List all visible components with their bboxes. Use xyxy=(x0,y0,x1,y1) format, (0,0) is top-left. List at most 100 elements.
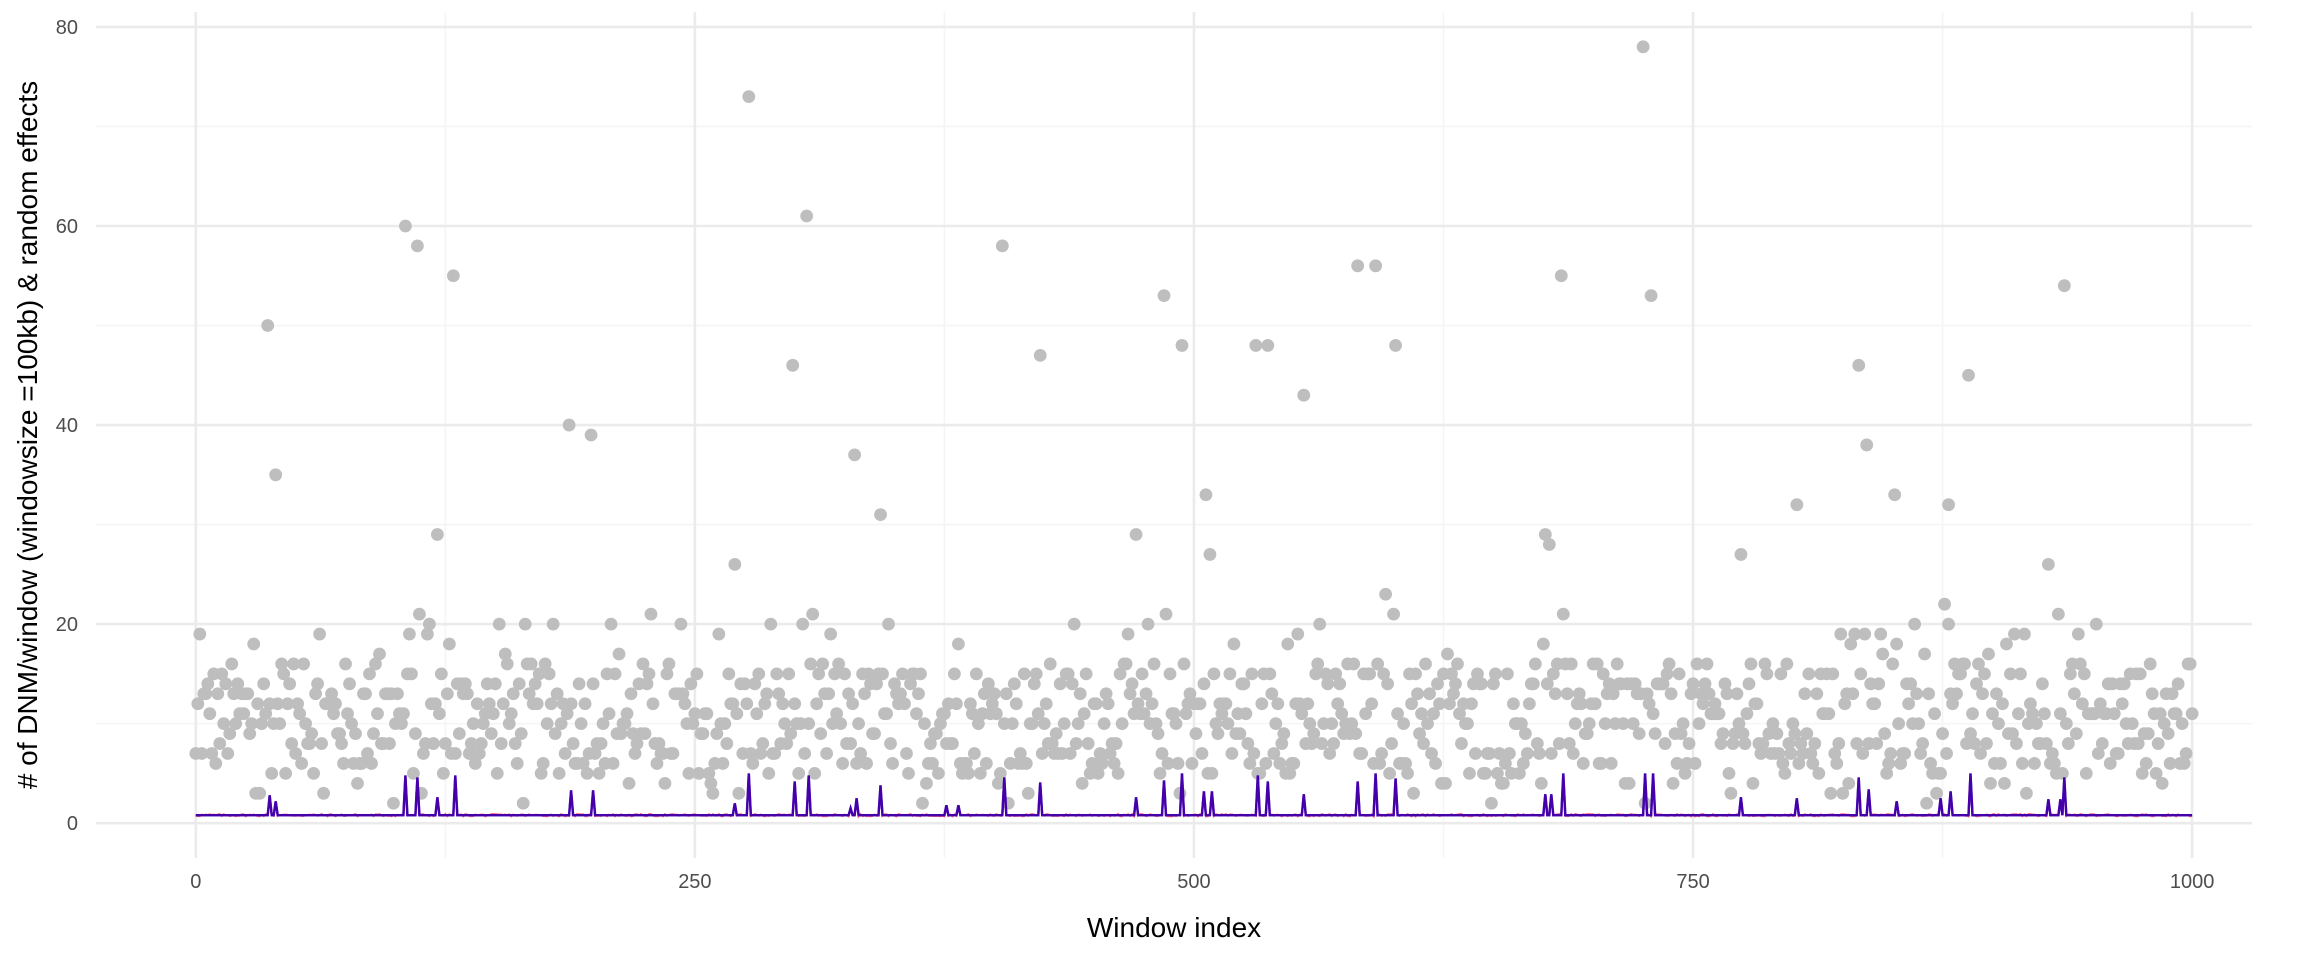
data-point xyxy=(1786,717,1800,731)
data-point xyxy=(1556,607,1570,621)
data-point xyxy=(796,617,810,631)
data-point xyxy=(367,727,380,740)
data-point xyxy=(2107,707,2121,721)
data-point xyxy=(1750,697,1764,711)
data-point xyxy=(1305,737,1319,750)
data-point xyxy=(788,697,802,711)
data-point xyxy=(1832,737,1846,750)
data-point xyxy=(225,657,239,671)
data-point xyxy=(199,687,213,701)
data-point xyxy=(959,757,973,770)
data-point xyxy=(1856,747,1870,760)
data-point xyxy=(2035,677,2049,691)
data-point xyxy=(1790,498,1804,512)
data-point xyxy=(2133,667,2147,681)
data-point xyxy=(846,697,859,711)
data-point xyxy=(1974,747,1987,760)
data-point xyxy=(1005,717,1019,731)
data-point xyxy=(1321,677,1335,691)
data-point xyxy=(1992,717,2005,731)
data-point xyxy=(351,776,364,790)
data-point xyxy=(1085,757,1099,770)
data-point xyxy=(674,617,688,631)
data-point xyxy=(1351,259,1365,273)
data-point xyxy=(1463,767,1476,780)
data-point xyxy=(1726,737,1740,750)
data-point xyxy=(744,747,758,760)
data-point xyxy=(1421,717,1434,731)
data-point xyxy=(343,677,356,691)
data-point xyxy=(203,707,217,721)
data-point xyxy=(1071,717,1085,731)
data-point xyxy=(1950,687,1963,701)
data-point xyxy=(365,757,378,770)
data-point xyxy=(293,707,307,721)
data-point xyxy=(1596,667,1610,681)
data-point xyxy=(1211,727,1225,740)
data-point xyxy=(1518,727,1532,740)
data-point xyxy=(1037,717,1051,731)
data-point xyxy=(730,707,744,721)
data-point xyxy=(1223,667,1237,681)
data-point xyxy=(261,319,275,332)
data-point xyxy=(1882,757,1896,770)
data-point xyxy=(1878,727,1892,740)
data-point xyxy=(702,767,716,780)
data-point xyxy=(810,697,824,711)
data-point xyxy=(2030,717,2043,731)
data-point xyxy=(1794,737,1808,750)
data-point xyxy=(758,697,772,711)
data-point xyxy=(1109,737,1123,750)
data-point xyxy=(1129,528,1143,541)
data-point xyxy=(596,717,610,731)
data-point xyxy=(1081,737,1095,750)
data-point xyxy=(1544,747,1558,760)
data-point xyxy=(2012,707,2025,721)
data-point xyxy=(912,687,925,701)
data-point xyxy=(1658,737,1672,750)
data-point xyxy=(1483,747,1496,760)
data-point xyxy=(800,209,814,223)
data-point xyxy=(289,747,303,760)
data-point xyxy=(486,707,500,721)
data-point xyxy=(1720,687,1734,701)
data-point xyxy=(991,776,1005,790)
data-point xyxy=(1766,717,1780,731)
data-point xyxy=(1666,776,1680,790)
data-point xyxy=(1487,677,1500,691)
data-point xyxy=(1075,776,1089,790)
data-point xyxy=(1628,677,1642,691)
data-point xyxy=(1147,657,1161,671)
data-point xyxy=(341,707,354,721)
data-point xyxy=(1139,687,1153,701)
data-point xyxy=(586,677,600,691)
data-point xyxy=(1548,687,1562,701)
data-point xyxy=(2010,737,2023,750)
data-point xyxy=(1067,617,1081,631)
data-point xyxy=(508,737,522,750)
data-point xyxy=(2169,707,2183,721)
data-point xyxy=(1073,687,1087,701)
data-point xyxy=(1696,697,1710,711)
data-point xyxy=(255,717,269,731)
data-point xyxy=(2020,786,2033,800)
data-point xyxy=(1980,737,1993,750)
data-point xyxy=(1433,697,1446,711)
data-point xyxy=(1325,717,1339,731)
data-point xyxy=(606,757,620,770)
data-point xyxy=(510,757,524,770)
data-point xyxy=(2179,747,2193,760)
data-point xyxy=(1137,707,1151,721)
data-point xyxy=(275,657,289,671)
data-point xyxy=(1171,757,1185,770)
data-point xyxy=(914,667,927,681)
data-point xyxy=(628,747,642,760)
data-point xyxy=(690,667,704,681)
data-point xyxy=(1684,687,1698,701)
data-point xyxy=(287,657,301,671)
data-point xyxy=(1431,677,1444,691)
data-point xyxy=(584,428,598,442)
data-point xyxy=(650,757,664,770)
data-point xyxy=(806,607,820,621)
data-point xyxy=(1846,687,1860,701)
